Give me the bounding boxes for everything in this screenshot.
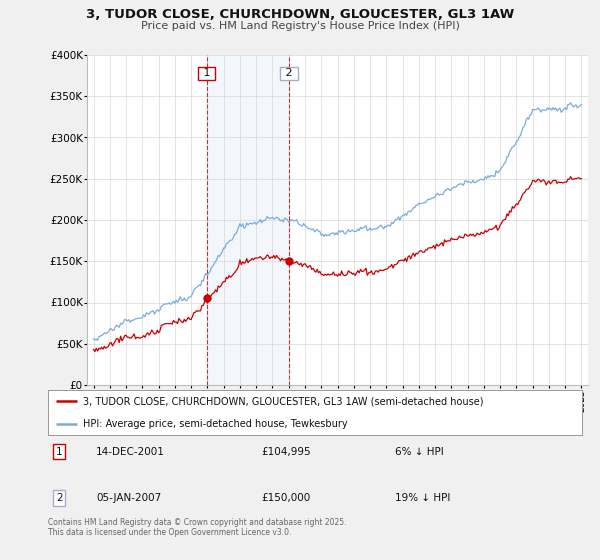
Text: HPI: Average price, semi-detached house, Tewkesbury: HPI: Average price, semi-detached house,…	[83, 419, 347, 429]
Text: 2: 2	[56, 493, 62, 503]
Text: 3, TUDOR CLOSE, CHURCHDOWN, GLOUCESTER, GL3 1AW (semi-detached house): 3, TUDOR CLOSE, CHURCHDOWN, GLOUCESTER, …	[83, 396, 483, 406]
Text: 05-JAN-2007: 05-JAN-2007	[96, 493, 161, 503]
Bar	[206, 55, 289, 385]
Text: 2: 2	[282, 68, 296, 78]
Text: 6% ↓ HPI: 6% ↓ HPI	[395, 447, 444, 457]
Text: 1: 1	[200, 68, 214, 78]
Text: £150,000: £150,000	[262, 493, 311, 503]
Text: 3, TUDOR CLOSE, CHURCHDOWN, GLOUCESTER, GL3 1AW: 3, TUDOR CLOSE, CHURCHDOWN, GLOUCESTER, …	[86, 8, 514, 21]
Text: 19% ↓ HPI: 19% ↓ HPI	[395, 493, 451, 503]
Text: Price paid vs. HM Land Registry's House Price Index (HPI): Price paid vs. HM Land Registry's House …	[140, 21, 460, 31]
Text: 14-DEC-2001: 14-DEC-2001	[96, 447, 165, 457]
Text: £104,995: £104,995	[262, 447, 311, 457]
Text: 1: 1	[56, 447, 62, 457]
Text: Contains HM Land Registry data © Crown copyright and database right 2025.
This d: Contains HM Land Registry data © Crown c…	[48, 518, 347, 537]
